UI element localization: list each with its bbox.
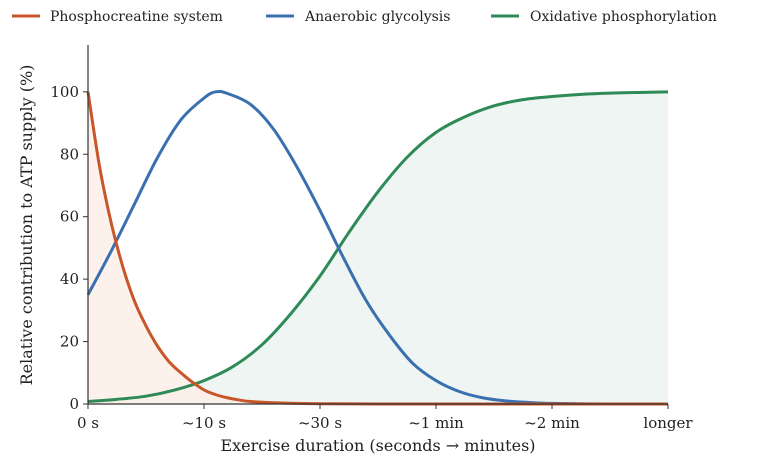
x-tick-label: ~2 min: [524, 414, 580, 432]
area-fill-phosphocreatine: [88, 91, 668, 405]
x-tick-label: 0 s: [77, 414, 99, 432]
legend-label-glycolysis: Anaerobic glycolysis: [304, 9, 450, 25]
y-tick-label: 60: [60, 208, 79, 226]
x-axis-title: Exercise duration (seconds → minutes): [220, 436, 535, 455]
series-line-glycolysis: [86, 89, 669, 406]
legend: Phosphocreatine system Anaerobic glycoly…: [12, 9, 717, 25]
legend-item-oxidative: Oxidative phosphorylation: [491, 9, 717, 25]
y-tick-label: 40: [60, 270, 79, 288]
y-tick-label: 100: [50, 83, 79, 101]
plot-area: [86, 89, 669, 406]
y-axis-title: Relative contribution to ATP supply (%): [17, 65, 36, 386]
x-ticks: 0 s ~10 s ~30 s ~1 min ~2 min longer: [77, 404, 693, 432]
legend-label-oxidative: Oxidative phosphorylation: [530, 9, 717, 25]
legend-item-glycolysis: Anaerobic glycolysis: [266, 9, 450, 25]
x-tick-label: ~10 s: [182, 414, 226, 432]
series-line-oxidative: [87, 90, 669, 403]
legend-label-phosphocreatine: Phosphocreatine system: [50, 9, 223, 25]
y-tick-label: 0: [69, 395, 79, 413]
area-fill-oxidative: [88, 91, 668, 404]
y-tick-label: 80: [60, 145, 79, 163]
x-tick-label: ~30 s: [298, 414, 342, 432]
y-ticks: 0 20 40 60 80 100: [50, 83, 88, 413]
legend-item-phosphocreatine: Phosphocreatine system: [12, 9, 223, 25]
x-tick-label: longer: [643, 414, 693, 432]
y-tick-label: 20: [60, 333, 79, 351]
x-tick-label: ~1 min: [408, 414, 464, 432]
